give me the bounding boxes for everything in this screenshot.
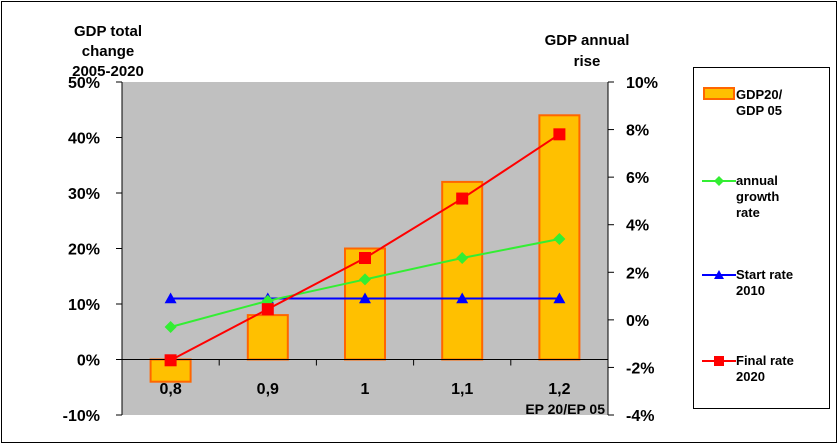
left-tick-label: 0% <box>77 353 100 370</box>
diamond-marker <box>714 176 724 186</box>
legend-label-line: 2020 <box>736 369 765 384</box>
right-axis-title-line-2: rise <box>573 53 601 70</box>
left-axis-title-line-3: 2005-2020 <box>72 63 144 80</box>
right-axis-title-line-1: GDP annual <box>544 32 630 49</box>
legend-label: Start rate 2010 <box>736 267 793 299</box>
right-axis-title: GDP annual rise <box>532 30 642 72</box>
square-marker <box>164 354 177 367</box>
series-final-rate-2020 <box>164 128 566 367</box>
square-marker <box>714 356 724 366</box>
legend-bar-swatch <box>703 87 735 100</box>
bar <box>441 180 484 361</box>
triangle-marker <box>164 292 177 304</box>
square-marker <box>456 192 469 205</box>
series-annual-growth-rate <box>164 232 566 333</box>
triangle-marker <box>359 292 371 304</box>
left-axis-title-line-1: GDP total <box>73 23 143 40</box>
left-axis-title-line-2: change <box>81 43 135 60</box>
x-tick-label: 1,1 <box>451 381 473 398</box>
right-tick-label: 4% <box>626 218 649 235</box>
diamond-marker <box>553 232 566 245</box>
right-tick-label: 2% <box>626 265 649 282</box>
triangle-marker <box>456 292 469 304</box>
legend-swatch <box>702 270 736 279</box>
right-tick-label: 0% <box>626 313 649 330</box>
legend-item: Start rate 2010 <box>702 265 793 298</box>
left-tick-label: 20% <box>68 242 100 259</box>
legend-label: annual growth rate <box>736 173 779 221</box>
legend-label-line: 2010 <box>736 283 765 298</box>
left-tick-label: 30% <box>68 186 100 203</box>
right-tick-label: 8% <box>626 123 649 140</box>
square-marker <box>553 128 566 141</box>
legend-label-line: GDP 05 <box>736 103 783 118</box>
x-tick-label: 1,2 <box>548 381 570 398</box>
left-tick-label: 40% <box>68 131 100 148</box>
square-marker <box>359 252 371 265</box>
left-tick-label: -10% <box>63 408 100 425</box>
legend-label-line: annual <box>736 173 778 188</box>
diamond-marker <box>164 320 177 333</box>
legend-item: GDP20/GDP 05 <box>702 85 782 118</box>
left-axis-title: GDP total change 2005-2020 <box>62 22 154 82</box>
legend-label: Final rate 2020 <box>736 353 794 385</box>
triangle-marker <box>714 270 724 279</box>
legend-label-line: rate <box>736 205 760 220</box>
right-tick-label: 6% <box>626 170 649 187</box>
right-tick-label: -4% <box>626 408 654 425</box>
triangle-marker <box>553 292 566 304</box>
diamond-marker <box>359 273 371 286</box>
legend-label-line: Start rate <box>736 267 794 282</box>
left-tick-label: 50% <box>68 75 100 92</box>
legend-label-line: Final rate <box>736 353 794 368</box>
square-marker <box>261 303 274 316</box>
legend-swatch <box>702 356 736 366</box>
diamond-marker <box>456 252 469 265</box>
legend-label: GDP20/GDP 05 <box>736 87 782 119</box>
legend-swatch <box>703 87 735 100</box>
legend-label-line: growth <box>736 189 780 204</box>
x-tick-label: 0,8 <box>159 381 181 398</box>
x-axis-title: EP 20/EP 05 <box>525 401 605 417</box>
bar <box>246 314 289 361</box>
legend-swatch <box>702 176 736 186</box>
right-tick-label: 10% <box>626 75 658 92</box>
legend-label-line: GDP20/ <box>736 87 783 102</box>
legend-item: annual growth rate <box>702 171 779 220</box>
legend: GDP20/GDP 05 annual growth rate Start rate 20… <box>693 67 830 409</box>
left-tick-label: 10% <box>68 297 100 314</box>
bar <box>344 247 386 361</box>
x-tick-label: 1 <box>361 381 370 398</box>
legend-item: Final rate 2020 <box>702 351 794 384</box>
right-tick-label: -2% <box>626 360 654 377</box>
x-tick-label: 0,9 <box>257 381 279 398</box>
